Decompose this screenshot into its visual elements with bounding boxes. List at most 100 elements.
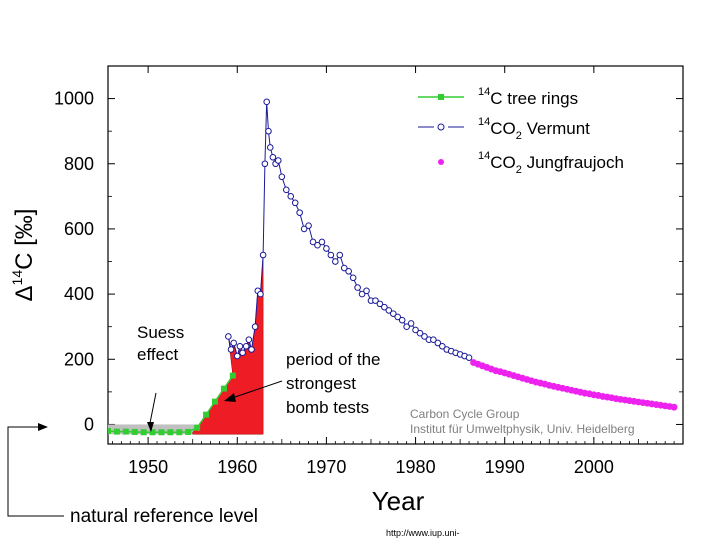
data-point [269, 153, 277, 161]
data-point [140, 429, 147, 436]
data-point [203, 411, 210, 418]
annotation-bomb-line2: strongest [286, 374, 356, 393]
svg-text:14C tree rings: 14C tree rings [478, 86, 578, 108]
data-point [314, 241, 321, 249]
data-point [274, 157, 282, 164]
plot-frame [107, 65, 684, 445]
data-point [412, 326, 419, 334]
source-url: http://www.iup.uni- [386, 528, 460, 538]
data-point [465, 354, 473, 361]
series-1 [108, 372, 236, 436]
data-point [176, 429, 183, 436]
y-tick-label: 800 [64, 154, 94, 174]
suess-arrow-head [147, 422, 154, 432]
data-point [245, 336, 253, 344]
data-point [167, 429, 174, 436]
data-point [300, 225, 308, 233]
data-point [381, 303, 388, 311]
credit-line2: Institut für Umweltphysik, Univ. Heidelb… [410, 422, 635, 436]
data-point [291, 199, 299, 207]
y-axis-label: Δ14C [‰] [9, 209, 38, 302]
data-point [345, 267, 352, 275]
data-point [239, 349, 246, 357]
data-point [349, 274, 357, 282]
data-point [403, 323, 410, 330]
data-point [263, 98, 270, 106]
data-point [248, 346, 255, 353]
series-3 [470, 359, 678, 411]
legend: 14C tree rings 14CO2 Vermunt 14CO2 Jungf… [418, 86, 624, 176]
data-point [332, 258, 339, 265]
data-point [372, 297, 379, 304]
y-axis: 0 200 400 600 800 1000 [54, 65, 683, 434]
y-tick-label: 200 [64, 349, 94, 369]
data-point [305, 222, 312, 229]
x-tick-label: 1980 [396, 457, 436, 477]
data-point [354, 284, 361, 291]
reference-arrow-head [38, 423, 48, 431]
data-point [242, 342, 250, 350]
reference-bracket [7, 426, 64, 517]
data-point [261, 160, 269, 168]
data-point [257, 290, 264, 298]
data-point [323, 245, 330, 252]
data-point [376, 300, 384, 308]
data-point [439, 342, 446, 350]
y-tick-label: 600 [64, 219, 94, 239]
data-point [363, 287, 370, 295]
data-point [108, 427, 111, 434]
data-point [185, 428, 192, 435]
data-point [113, 428, 120, 435]
series-layer [108, 98, 678, 436]
data-point [421, 333, 428, 340]
data-point [158, 429, 165, 436]
data-point [149, 429, 156, 436]
data-point [416, 329, 424, 337]
credit-line1: Carbon Cycle Group [410, 407, 520, 421]
x-tick-label: 1960 [217, 457, 257, 477]
data-point [227, 346, 235, 353]
data-point [233, 352, 241, 360]
data-point [265, 127, 272, 135]
x-axis-label: Year [372, 486, 425, 516]
annotation-bomb-line3: bomb tests [286, 398, 369, 417]
data-point [309, 238, 317, 246]
bomb-arrow-head [224, 393, 236, 402]
data-point [211, 398, 218, 405]
data-point [327, 251, 335, 259]
x-axis: 1950 1960 1970 1980 1990 2000 [112, 66, 675, 477]
bomb-arrow-line [231, 380, 283, 399]
legend-entry-tree-rings: 14C tree rings [418, 86, 578, 108]
suess-arrow-line [149, 392, 157, 424]
data-point [236, 342, 244, 350]
data-point [259, 251, 267, 259]
data-point [385, 307, 393, 314]
y-tick-label: 1000 [54, 89, 94, 109]
data-point [340, 264, 348, 272]
data-point [389, 310, 397, 317]
series-2 [225, 98, 473, 361]
data-point [225, 333, 232, 340]
data-point [336, 251, 344, 259]
data-point [670, 403, 678, 411]
annotation-bomb-line1: period of the [286, 350, 381, 369]
data-point [282, 186, 290, 194]
data-point [318, 238, 326, 246]
x-tick-label: 1950 [128, 457, 168, 477]
data-point [194, 424, 201, 431]
data-point [358, 290, 366, 298]
legend-entry-vermunt: 14CO2 Vermunt [418, 116, 590, 142]
annotation-suess-line2: effect [137, 345, 179, 364]
x-tick-label: 1970 [306, 457, 346, 477]
data-point [430, 336, 437, 344]
data-point [251, 323, 259, 330]
data-point [296, 209, 303, 216]
y-tick-label: 0 [84, 414, 94, 434]
svg-text:14CO2 Vermunt: 14CO2 Vermunt [478, 116, 590, 142]
data-point [266, 144, 274, 151]
series-line [227, 101, 470, 359]
data-point [230, 339, 237, 347]
svg-text:14CO2 Jungfraujoch: 14CO2 Jungfraujoch [478, 150, 624, 176]
data-point [122, 428, 129, 435]
